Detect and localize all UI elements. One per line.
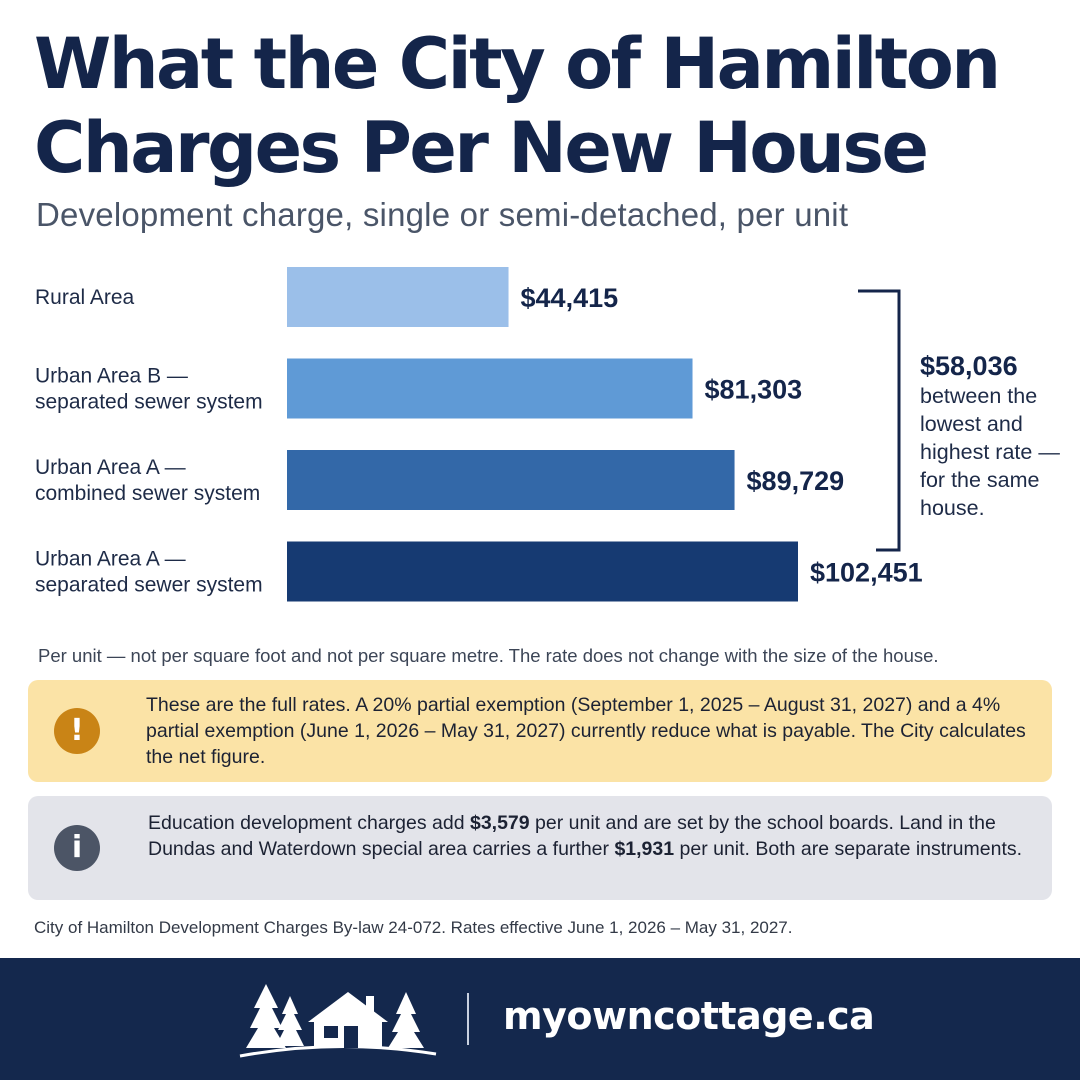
category-label: Urban Area B — <box>35 365 188 388</box>
category-label: Urban Area A — <box>35 548 186 571</box>
bar-value-label: $102,451 <box>810 558 923 588</box>
bar-value-label: $44,415 <box>521 283 619 313</box>
category-label: combined sewer system <box>35 482 260 505</box>
info-text-part: Education development charges add <box>148 812 470 834</box>
category-label: separated sewer system <box>35 574 263 597</box>
exclamation-icon: ! <box>54 708 100 754</box>
brand-name: myowncottage.ca <box>503 994 875 1038</box>
warning-box: ! These are the full rates. A 20% partia… <box>28 680 1052 782</box>
range-callout-value: $58,036 <box>920 351 1018 381</box>
special-area-charge-amount: $1,931 <box>614 838 675 860</box>
footer-divider <box>467 993 469 1045</box>
info-icon: i <box>54 825 100 871</box>
category-label: separated sewer system <box>35 391 263 414</box>
category-label: Rural Area <box>35 286 135 309</box>
bar-value-label: $81,303 <box>705 375 803 405</box>
info-box: i Education development charges add $3,5… <box>28 796 1052 900</box>
per-unit-note: Per unit — not per square foot and not p… <box>38 645 939 666</box>
info-text-part: per unit and are set by the school board… <box>148 812 996 860</box>
category-label: Urban Area A — <box>35 456 186 479</box>
bar-value-label: $89,729 <box>747 466 845 496</box>
bar <box>287 541 798 602</box>
cottage-trees-icon <box>239 984 437 1058</box>
bar-chart: $44,415 Rural Area $81,303 Urban Area B — se… <box>35 267 923 602</box>
info-text-part: per unit. Both are separate instruments. <box>674 838 1023 860</box>
range-callout-text: between the lowest and highest rate — fo… <box>920 384 1060 520</box>
page-subtitle: Development charge, single or semi-detac… <box>36 196 849 233</box>
page-title: What the City of Hamilton Charges Per Ne… <box>34 23 1001 189</box>
education-charge-amount: $3,579 <box>469 812 530 834</box>
warning-text: These are the full rates. A 20% partial … <box>146 694 1026 768</box>
bar <box>287 450 735 510</box>
footer: myowncottage.ca <box>0 958 1080 1080</box>
info-text: Education development charges add $3,579… <box>148 810 1028 862</box>
bar <box>287 267 509 327</box>
source-note: City of Hamilton Development Charges By-… <box>34 918 793 937</box>
range-callout: $58,036 between the lowest and highest r… <box>920 352 1070 522</box>
range-bracket <box>858 289 901 552</box>
bar <box>287 358 693 419</box>
